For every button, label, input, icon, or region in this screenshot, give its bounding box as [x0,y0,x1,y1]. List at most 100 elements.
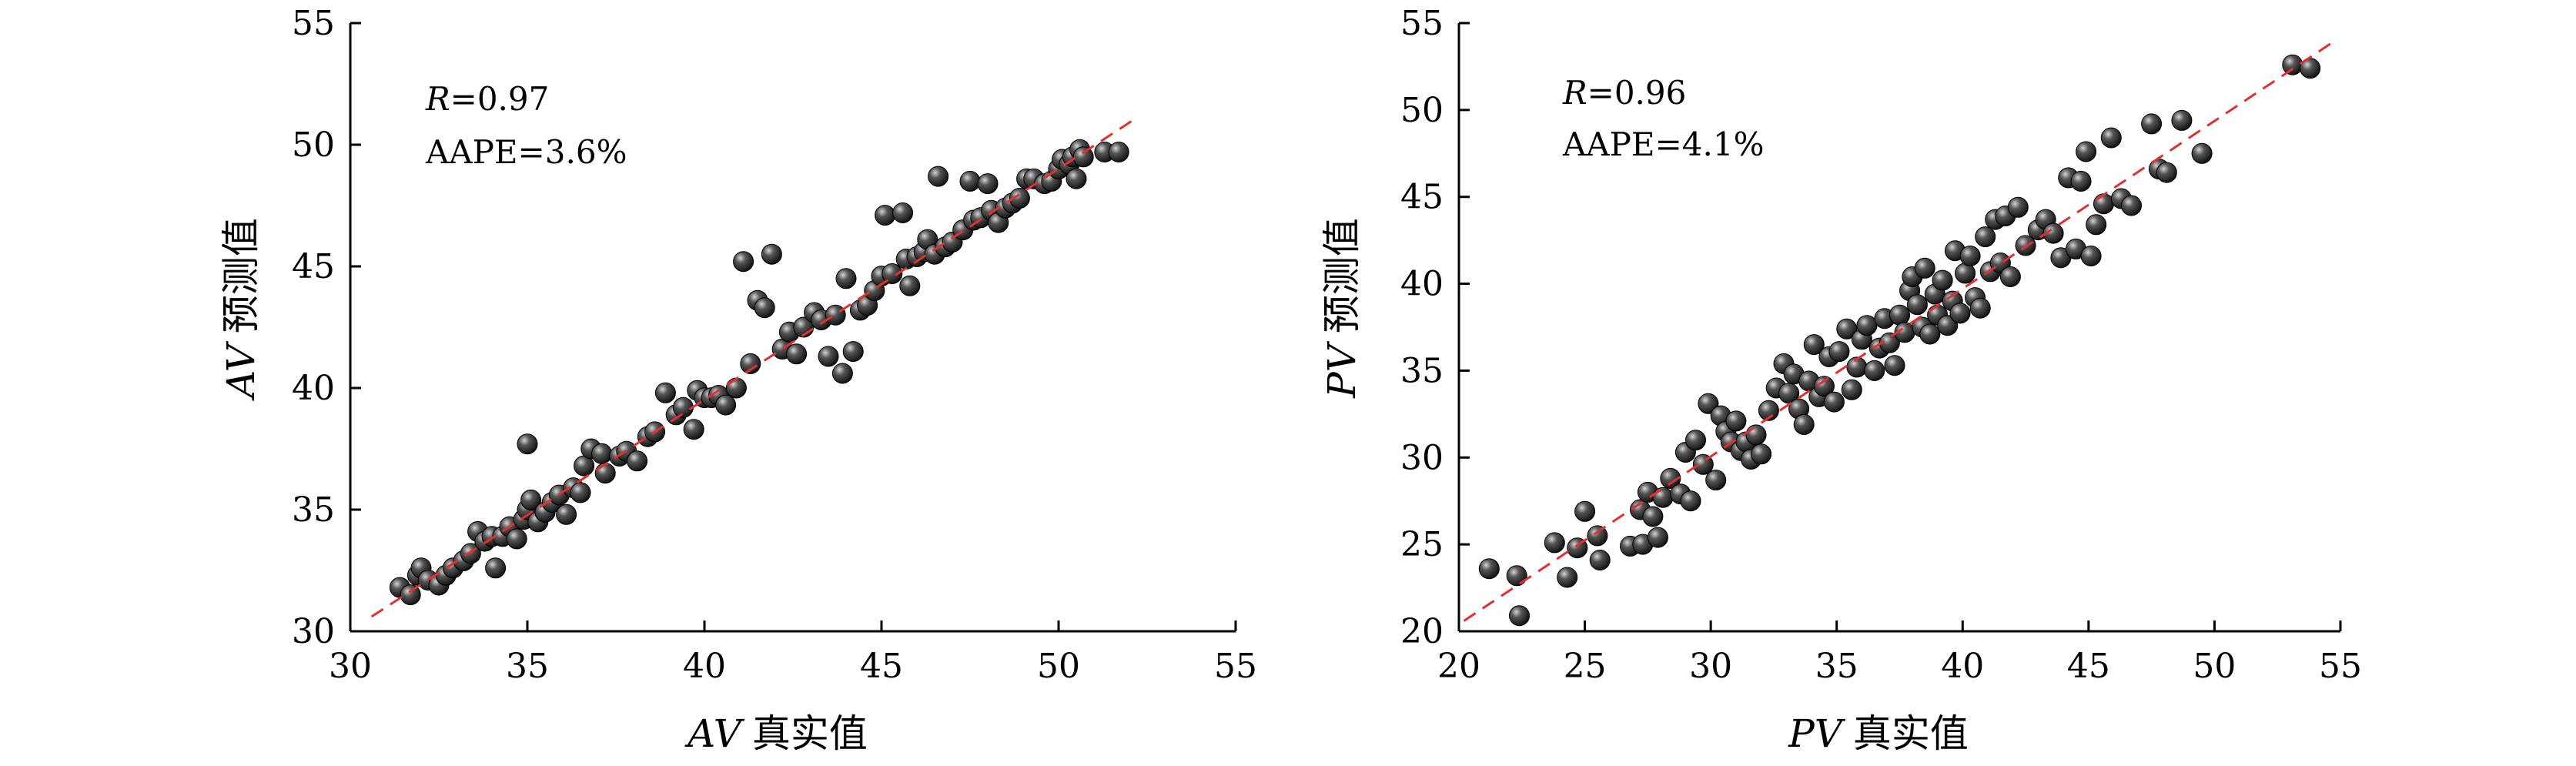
right-data-point [1828,341,1850,363]
right-data-point [1937,315,1959,336]
right-x-tick-label: 35 [1815,647,1858,686]
left-data-point [594,463,616,484]
right-data-point [1544,532,1565,554]
right-data-point [1803,334,1825,356]
left-data-point [517,433,538,455]
right-data-point [1758,400,1779,421]
right-data-point [1889,304,1910,326]
right-data-point [1642,506,1664,527]
right-ylabel-var: PV [1320,340,1364,399]
left-y-tick-label: 50 [292,125,335,165]
right-data-point [1955,263,1976,284]
right-data-point [2282,54,2303,75]
right-x-tick-label: 50 [2193,647,2236,686]
right-data-point [1836,318,1858,340]
right-data-point [1864,360,1885,381]
right-data-point [2121,195,2142,216]
right-data-point [1856,315,1878,336]
left-data-point [959,170,981,192]
left-y-tick-label: 40 [292,369,335,408]
right-data-point [1969,297,1991,319]
left-y-axis-title: AV 预测值 [219,218,263,401]
right-annotation-r-value: =0.96 [1587,74,1687,112]
left-annotation-r-value: =0.97 [450,80,550,118]
right-data-point [2070,170,2092,192]
left-data-point [683,419,704,440]
right-data-point [2171,109,2193,131]
right-data-point [1698,393,1719,414]
right-y-tick-label: 40 [1400,265,1444,304]
left-x-tick-label: 30 [329,647,372,686]
right-data-point [1680,490,1701,512]
left-data-point [725,377,747,399]
right-y-axis-title: PV 预测值 [1320,218,1364,399]
right-x-tick-label: 20 [1437,647,1480,686]
right-data-point [2191,142,2213,164]
right-annotation-r: R=0.96 [1562,74,1686,112]
right-data-point [2086,214,2107,236]
right-data-point [1914,257,1935,279]
left-data-point [591,443,613,464]
left-x-tick-label: 50 [1037,647,1080,686]
left-data-point [506,528,527,550]
right-data-point [1975,226,1996,248]
right-data-point [1751,443,1772,465]
left-fit-line [370,116,1138,618]
left-xlabel-text: 真实值 [752,711,868,756]
right-data-point [1647,527,1668,548]
right-data-point [2100,127,2122,149]
right-y-tick-label: 55 [1400,4,1444,43]
right-data-point [1574,500,1596,522]
right-data-point [1506,565,1527,587]
left-data-point [1072,146,1094,168]
left-data-point [672,396,694,418]
right-data-point [1705,470,1727,491]
left-data-point [835,268,857,289]
right-data-point [2042,222,2064,244]
right-data-point [1932,269,1953,291]
left-data-point [875,205,896,226]
left-data-point [977,173,999,195]
right-ylabel-text: 预测值 [1320,218,1364,333]
right-data-point [1685,430,1706,451]
right-data-point [1906,294,1928,316]
left-y-tick-label: 45 [292,247,335,286]
right-data-point [1652,487,1674,508]
left-ylabel-var: AV [219,340,263,401]
right-y-tick-label: 45 [1400,178,1444,217]
left-data-point [556,503,577,525]
left-data-point [520,489,542,510]
right-data-point [1841,379,1862,400]
left-data-point [842,341,864,363]
left-x-tick-label: 40 [683,647,726,686]
left-data-point [733,251,754,273]
left-data-point [740,353,761,374]
right-data-point [1587,525,1608,547]
left-data-point [1009,188,1030,209]
right-data-point [1589,550,1611,570]
right-y-tick-label: 35 [1400,351,1444,390]
left-x-tick-label: 55 [1214,647,1257,686]
left-x-tick-label: 35 [506,647,549,686]
left-annotation-aape: AAPE=3.6% [425,133,627,171]
right-data-point [1959,246,1981,266]
right-data-point [1660,467,1681,489]
right-y-tick-label: 30 [1400,438,1444,477]
right-data-point [2080,246,2102,266]
right-y-tick-label: 25 [1400,525,1444,564]
left-data-point [928,166,949,187]
left-point-layer [389,139,1129,606]
right-y-tick-label: 20 [1400,612,1444,651]
left-data-point [400,584,421,606]
left-annotation-r: R=0.97 [425,80,549,118]
left-data-point [570,482,591,503]
left-data-point [1066,168,1087,189]
left-data-point [899,275,921,296]
right-data-point [1793,413,1815,435]
left-y-tick-label: 55 [292,4,335,43]
left-xlabel-var: AV [684,711,745,756]
left-data-point [825,304,846,326]
left-y-tick-label: 35 [292,490,335,530]
